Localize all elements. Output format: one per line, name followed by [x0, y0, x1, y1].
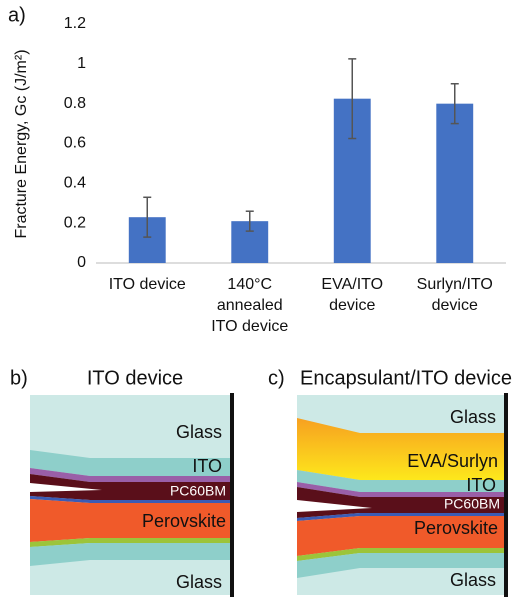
x-tick-label: device: [329, 297, 375, 314]
x-tick-label: annealed: [217, 297, 283, 314]
x-tick-label: 140°C: [227, 276, 272, 293]
layer-label: Glass: [176, 572, 222, 592]
panel-label: b): [10, 367, 28, 389]
y-tick-label: 0.4: [64, 175, 86, 192]
y-tick-label: 0.8: [64, 95, 86, 112]
panel-title: ITO device: [87, 367, 183, 389]
y-tick-label: 0.6: [64, 135, 86, 152]
layer-label: PC60BM: [444, 496, 500, 512]
panel-label: a): [8, 4, 26, 26]
x-tick-label: ITO device: [211, 318, 288, 335]
diagram-c: c) Encapsulant/ITO device Glass EVA/Surl…: [268, 367, 512, 597]
panel-title: Encapsulant/ITO device: [300, 367, 512, 389]
layer-label: EVA/Surlyn: [407, 451, 498, 471]
y-tick-label: 0.2: [64, 214, 86, 231]
layer-label: ITO: [192, 456, 222, 476]
layer-label: Perovskite: [142, 511, 226, 531]
layer-label: Glass: [450, 407, 496, 427]
x-tick-label: device: [432, 297, 478, 314]
figure: a) Fracture Energy, Gc (J/m²) b) ITO dev…: [0, 0, 527, 599]
layer-label: Perovskite: [414, 518, 498, 538]
edge: [230, 393, 234, 597]
x-tick-label: EVA/ITO: [321, 276, 383, 293]
y-axis-label: Fracture Energy, Gc (J/m²): [13, 49, 30, 238]
y-tick-label: 1: [77, 55, 86, 72]
diagram-b: b) ITO device Glass ITO PC60BM Perovskit…: [10, 367, 234, 597]
layer-label: PC60BM: [170, 483, 226, 499]
layer-label: Glass: [176, 422, 222, 442]
y-tick-label: 1.2: [64, 15, 86, 32]
x-tick-label: ITO device: [109, 276, 186, 293]
x-tick-label: Surlyn/ITO: [417, 276, 493, 293]
layer-label: Glass: [450, 570, 496, 590]
panel-label: c): [268, 367, 285, 389]
edge: [504, 393, 508, 597]
bar: [436, 104, 473, 263]
y-tick-label: 0: [77, 254, 86, 271]
layer-label: ITO: [466, 475, 496, 495]
